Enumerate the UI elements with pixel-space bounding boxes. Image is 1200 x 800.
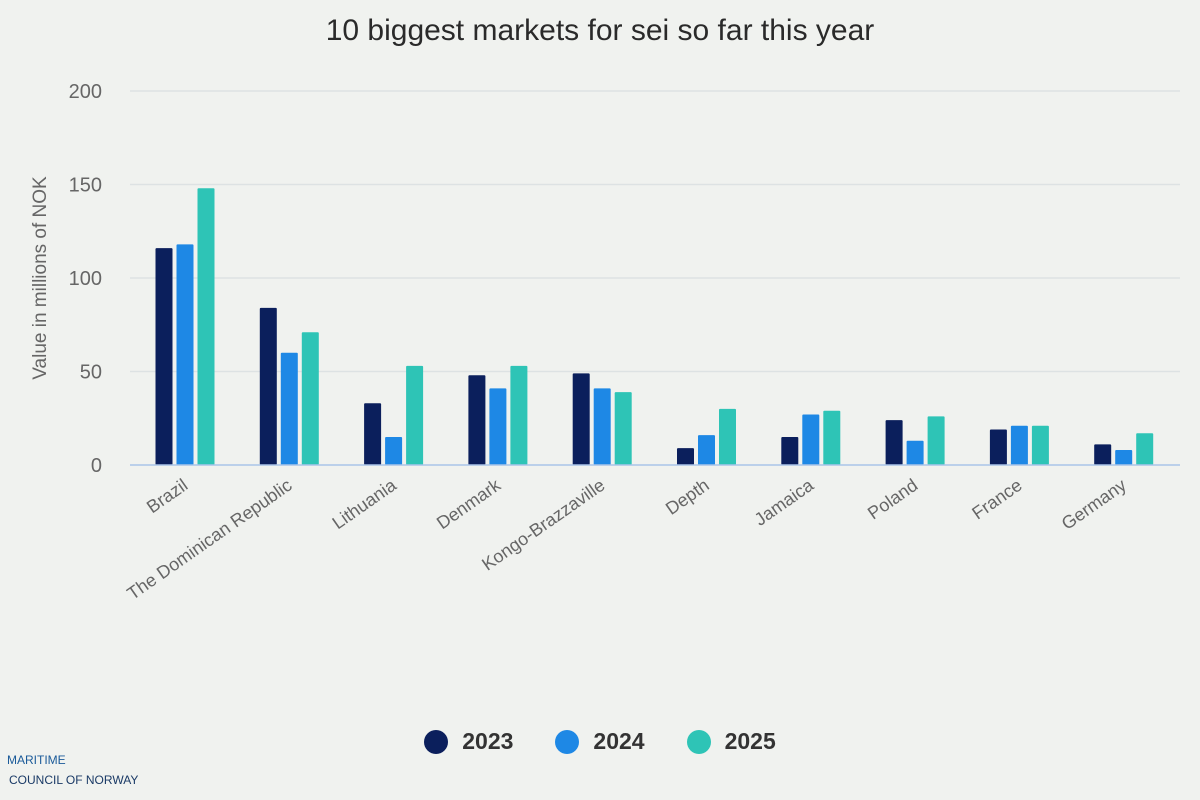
bar-2023 xyxy=(572,373,590,465)
bar-2025 xyxy=(719,408,736,465)
legend-label: 2025 xyxy=(724,728,776,754)
axis-layer: 0 50 100 150 200 xyxy=(69,81,1180,477)
x-category-label: Denmark xyxy=(433,474,505,533)
legend-item-2025: 2025 xyxy=(686,728,776,755)
x-category-label: The Dominican Republic xyxy=(123,475,295,604)
x-category-label: Lithuania xyxy=(329,474,401,533)
bar-2023 xyxy=(989,429,1007,465)
chart-title: 10 biggest markets for sei so far this y… xyxy=(325,14,875,47)
legend-label: 2024 xyxy=(593,728,645,754)
bar-2025 xyxy=(197,188,215,466)
bar-2023 xyxy=(468,375,486,465)
bar-2024 xyxy=(1010,425,1028,465)
bar-2025 xyxy=(406,365,424,465)
bar-2024 xyxy=(802,414,820,465)
bar-2025 xyxy=(823,410,841,465)
legend-swatch xyxy=(424,729,449,754)
bar-2025 xyxy=(510,365,528,465)
bar-2024 xyxy=(176,244,194,465)
bar-2024 xyxy=(489,388,507,465)
y-tick-label: 150 xyxy=(69,175,102,197)
y-axis-label: Value in millions of NOK xyxy=(30,176,51,380)
brand-logo: MARITIME COUNCIL OF NORWAY xyxy=(7,750,138,790)
legend-swatch xyxy=(686,729,711,754)
y-tick-label: 0 xyxy=(91,455,102,477)
brand-line-1: MARITIME xyxy=(7,753,66,767)
legend-item-2024: 2024 xyxy=(555,728,645,755)
bar-2023 xyxy=(155,248,173,465)
bar-2025 xyxy=(614,392,632,465)
y-tick-label: 100 xyxy=(69,268,102,290)
bar-2025 xyxy=(1136,433,1154,465)
brand-line-2: COUNCIL OF NORWAY xyxy=(9,773,139,787)
grid-layer xyxy=(130,90,1180,373)
bar-2025 xyxy=(927,416,945,465)
legend-item-2023: 2023 xyxy=(424,728,513,755)
x-category-label: Jamaica xyxy=(751,474,818,529)
y-tick-label: 50 xyxy=(80,362,102,384)
x-category-label: Brazil xyxy=(143,475,191,517)
x-category-label: Germany xyxy=(1058,475,1130,534)
bar-2024 xyxy=(280,352,298,465)
bars-layer xyxy=(155,188,1154,466)
bar-2024 xyxy=(906,440,924,465)
bar-2024 xyxy=(698,435,715,465)
x-category-label: Depth xyxy=(662,475,713,519)
bar-2023 xyxy=(885,420,903,465)
bar-2023 xyxy=(1094,444,1112,465)
bar-2023 xyxy=(677,448,694,465)
bar-2025 xyxy=(301,332,319,465)
x-category-label: France xyxy=(968,475,1025,524)
y-tick-label: 200 xyxy=(69,81,102,103)
legend-label: 2023 xyxy=(462,728,514,754)
bar-2024 xyxy=(385,436,403,465)
bar-2024 xyxy=(593,388,611,465)
legend: 2023 2024 2025 xyxy=(0,728,1200,755)
legend-swatch xyxy=(555,729,580,754)
bar-2024 xyxy=(1115,450,1133,465)
bar-2025 xyxy=(1031,425,1049,465)
bar-2023 xyxy=(364,403,382,465)
x-category-label: Poland xyxy=(864,475,921,524)
bar-2023 xyxy=(259,307,277,465)
bar-2023 xyxy=(781,436,799,465)
